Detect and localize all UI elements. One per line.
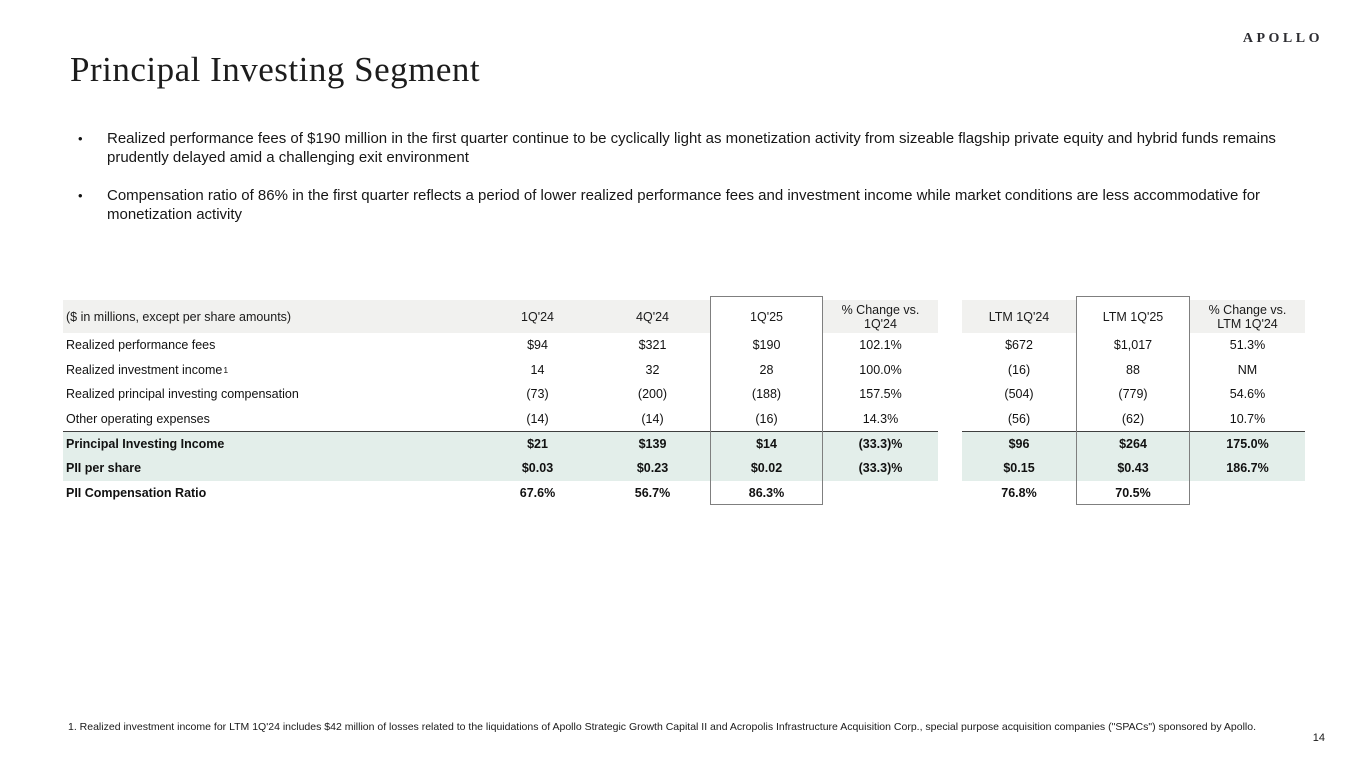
table-cell: $190 [752,338,781,353]
table-gap [938,406,962,432]
table-gap [938,455,962,481]
table-cell: $0.15 [962,455,1076,481]
table-cell: 102.1% [859,338,902,353]
table-cell: $96 [962,431,1076,456]
footnote: 1. Realized investment income for LTM 1Q… [68,721,1257,733]
table-cell: (188) [751,387,782,402]
table-unit-label: ($ in millions, except per share amounts… [63,300,480,333]
bullet-item: • Compensation ratio of 86% in the first… [78,187,1293,224]
table-gap [938,300,962,333]
table-cell: $14 [710,431,823,456]
page-number: 14 [1312,732,1325,744]
table-cell: (200) [637,387,668,402]
table-cell: (14) [526,412,549,427]
table-cell: $672 [1005,338,1033,353]
page-title: Principal Investing Segment [70,50,481,89]
table-cell: 100.0% [859,362,902,377]
row-label: Realized investment income 1 [66,362,229,377]
table-cell: 70.5% [1115,485,1151,500]
table-cell: $21 [480,431,595,456]
table-cell: $0.23 [595,455,710,481]
table-cell: (33.3)% [823,431,938,456]
table-cell: (14) [641,412,664,427]
row-label: PII per share [63,455,480,481]
table-cell: $139 [595,431,710,456]
table-header-cell: % Change vs. LTM 1Q'24 [1190,300,1305,333]
bullet-marker: • [78,188,83,203]
row-label: Other operating expenses [66,412,210,427]
table-cell: NM [1237,362,1258,377]
table-cell: 51.3% [1229,338,1266,353]
table-cell: 157.5% [859,387,902,402]
row-label: Realized performance fees [66,338,216,353]
table-header-cell: LTM 1Q'25 [1076,300,1190,333]
bullet-item: • Realized performance fees of $190 mill… [78,130,1293,167]
table-cell: (504) [1004,387,1034,402]
table-gap [938,480,962,506]
bullet-marker: • [78,131,83,146]
row-label: PII Compensation Ratio [66,485,207,500]
table-cell [1190,481,1305,506]
table-header-cell: 1Q'25 [710,300,823,333]
table-cell: $264 [1076,431,1190,456]
table-cell: 76.8% [1001,485,1037,500]
table-cell: $94 [527,338,548,353]
table-gap [938,382,962,407]
row-label: Principal Investing Income [63,431,480,456]
table-cell: 10.7% [1229,412,1266,427]
table-cell: 54.6% [1229,387,1266,402]
table-cell: (62) [1121,412,1145,427]
table-cell: 88 [1126,362,1140,377]
table-cell: (56) [1007,412,1031,427]
table-cell: (779) [1118,387,1148,402]
table-cell: 186.7% [1190,455,1305,481]
table-cell: 67.6% [519,485,556,500]
financials-table-wrap: ($ in millions, except per share amounts… [63,296,1305,506]
table-cell: (73) [526,387,549,402]
table-header-cell: % Change vs. 1Q'24 [823,300,938,333]
table-cell: 14.3% [862,412,899,427]
table-cell: 86.3% [748,485,785,500]
financials-table: ($ in millions, except per share amounts… [63,300,1305,506]
table-header-cell: LTM 1Q'24 [962,300,1076,333]
table-cell: 32 [645,362,660,377]
row-label: Realized principal investing compensatio… [66,387,299,402]
bullet-list: • Realized performance fees of $190 mill… [78,130,1293,244]
table-cell: 56.7% [634,485,671,500]
table-cell: (16) [1007,362,1031,377]
table-cell: 175.0% [1190,431,1305,456]
table-cell: $0.03 [480,455,595,481]
apollo-logo: APOLLO [1242,31,1323,46]
table-cell: $1,017 [1113,338,1153,353]
table-cell [823,481,938,506]
table-cell: 28 [759,362,774,377]
table-cell: $321 [638,338,667,353]
table-header-cell: 4Q'24 [595,300,710,333]
table-gap [938,333,962,358]
table-cell: 14 [530,362,545,377]
table-header-cell: 1Q'24 [480,300,595,333]
table-cell: (33.3)% [823,455,938,481]
table-cell: (16) [755,412,778,427]
table-gap [938,357,962,383]
table-gap [938,431,962,456]
bullet-text: Compensation ratio of 86% in the first q… [107,187,1261,223]
table-cell: $0.02 [710,455,823,481]
bullet-text: Realized performance fees of $190 millio… [107,130,1276,166]
table-cell: $0.43 [1076,455,1190,481]
